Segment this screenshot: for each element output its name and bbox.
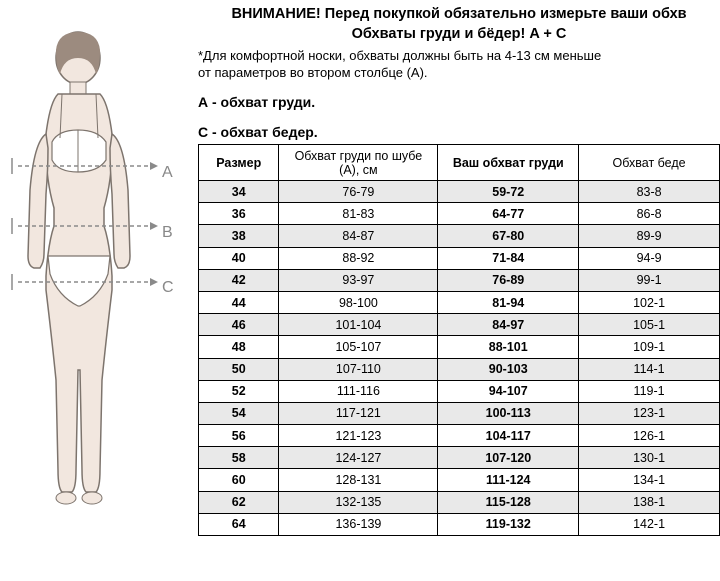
col-hip: Обхват беде bbox=[579, 145, 720, 181]
table-cell: 119-1 bbox=[579, 380, 720, 402]
table-cell: 81-94 bbox=[438, 291, 579, 313]
section-c-heading: С - обхват бедер. bbox=[198, 124, 720, 140]
table-cell: 115-128 bbox=[438, 491, 579, 513]
table-row: 62132-135115-128138-1 bbox=[199, 491, 720, 513]
table-cell: 56 bbox=[199, 425, 279, 447]
table-cell: 117-121 bbox=[279, 402, 438, 424]
note-line-2: от параметров во втором столбце (А). bbox=[198, 65, 720, 80]
table-row: 4088-9271-8494-9 bbox=[199, 247, 720, 269]
table-row: 64136-139119-132142-1 bbox=[199, 513, 720, 535]
table-cell: 64 bbox=[199, 513, 279, 535]
table-cell: 62 bbox=[199, 491, 279, 513]
table-row: 48105-10788-101109-1 bbox=[199, 336, 720, 358]
table-row: 56121-123104-117126-1 bbox=[199, 425, 720, 447]
col-bust-coat: Обхват груди по шубе (А), см bbox=[279, 145, 438, 181]
marker-c: C bbox=[162, 279, 174, 297]
table-cell: 40 bbox=[199, 247, 279, 269]
table-cell: 100-113 bbox=[438, 402, 579, 424]
table-cell: 94-9 bbox=[579, 247, 720, 269]
note-line-1: *Для комфортной носки, обхваты должны бы… bbox=[198, 48, 720, 63]
table-cell: 76-89 bbox=[438, 269, 579, 291]
table-cell: 46 bbox=[199, 314, 279, 336]
col-your-bust: Ваш обхват груди bbox=[438, 145, 579, 181]
table-row: 54117-121100-113123-1 bbox=[199, 402, 720, 424]
table-cell: 48 bbox=[199, 336, 279, 358]
table-cell: 83-8 bbox=[579, 181, 720, 203]
table-row: 3681-8364-7786-8 bbox=[199, 203, 720, 225]
table-cell: 107-110 bbox=[279, 358, 438, 380]
table-cell: 124-127 bbox=[279, 447, 438, 469]
table-row: 58124-127107-120130-1 bbox=[199, 447, 720, 469]
table-cell: 101-104 bbox=[279, 314, 438, 336]
table-cell: 132-135 bbox=[279, 491, 438, 513]
table-row: 4498-10081-94102-1 bbox=[199, 291, 720, 313]
table-cell: 88-101 bbox=[438, 336, 579, 358]
content-area: ВНИМАНИЕ! Перед покупкой обязательно изм… bbox=[190, 0, 720, 581]
table-cell: 94-107 bbox=[438, 380, 579, 402]
section-a-heading: А - обхват груди. bbox=[198, 94, 720, 110]
table-cell: 52 bbox=[199, 380, 279, 402]
measurement-figure: A B C bbox=[0, 0, 190, 581]
table-row: 46101-10484-97105-1 bbox=[199, 314, 720, 336]
table-row: 52111-11694-107119-1 bbox=[199, 380, 720, 402]
table-cell: 107-120 bbox=[438, 447, 579, 469]
marker-a: A bbox=[162, 164, 173, 182]
table-cell: 128-131 bbox=[279, 469, 438, 491]
table-cell: 142-1 bbox=[579, 513, 720, 535]
table-cell: 105-107 bbox=[279, 336, 438, 358]
table-row: 3476-7959-7283-8 bbox=[199, 181, 720, 203]
table-cell: 76-79 bbox=[279, 181, 438, 203]
table-cell: 64-77 bbox=[438, 203, 579, 225]
table-cell: 59-72 bbox=[438, 181, 579, 203]
table-row: 4293-9776-8999-1 bbox=[199, 269, 720, 291]
table-cell: 99-1 bbox=[579, 269, 720, 291]
table-cell: 81-83 bbox=[279, 203, 438, 225]
warning-title: ВНИМАНИЕ! Перед покупкой обязательно изм… bbox=[198, 6, 720, 22]
marker-b: B bbox=[162, 224, 173, 242]
size-table: Размер Обхват груди по шубе (А), см Ваш … bbox=[198, 144, 720, 536]
table-cell: 50 bbox=[199, 358, 279, 380]
table-cell: 111-116 bbox=[279, 380, 438, 402]
table-cell: 84-97 bbox=[438, 314, 579, 336]
table-cell: 105-1 bbox=[579, 314, 720, 336]
table-cell: 130-1 bbox=[579, 447, 720, 469]
table-row: 50107-11090-103114-1 bbox=[199, 358, 720, 380]
table-cell: 54 bbox=[199, 402, 279, 424]
table-cell: 71-84 bbox=[438, 247, 579, 269]
table-cell: 104-117 bbox=[438, 425, 579, 447]
table-cell: 90-103 bbox=[438, 358, 579, 380]
table-cell: 67-80 bbox=[438, 225, 579, 247]
table-cell: 93-97 bbox=[279, 269, 438, 291]
table-cell: 102-1 bbox=[579, 291, 720, 313]
table-body: 3476-7959-7283-83681-8364-7786-83884-876… bbox=[199, 181, 720, 536]
table-row: 3884-8767-8089-9 bbox=[199, 225, 720, 247]
table-cell: 44 bbox=[199, 291, 279, 313]
table-cell: 121-123 bbox=[279, 425, 438, 447]
table-cell: 34 bbox=[199, 181, 279, 203]
table-cell: 114-1 bbox=[579, 358, 720, 380]
table-cell: 126-1 bbox=[579, 425, 720, 447]
table-cell: 111-124 bbox=[438, 469, 579, 491]
table-cell: 119-132 bbox=[438, 513, 579, 535]
table-row: 60128-131111-124134-1 bbox=[199, 469, 720, 491]
table-cell: 98-100 bbox=[279, 291, 438, 313]
table-cell: 134-1 bbox=[579, 469, 720, 491]
table-cell: 138-1 bbox=[579, 491, 720, 513]
subtitle: Обхваты груди и бёдер! A + C bbox=[198, 26, 720, 42]
table-cell: 36 bbox=[199, 203, 279, 225]
col-size: Размер bbox=[199, 145, 279, 181]
table-cell: 60 bbox=[199, 469, 279, 491]
table-cell: 84-87 bbox=[279, 225, 438, 247]
table-cell: 86-8 bbox=[579, 203, 720, 225]
table-header-row: Размер Обхват груди по шубе (А), см Ваш … bbox=[199, 145, 720, 181]
table-cell: 109-1 bbox=[579, 336, 720, 358]
table-cell: 88-92 bbox=[279, 247, 438, 269]
table-cell: 38 bbox=[199, 225, 279, 247]
table-cell: 136-139 bbox=[279, 513, 438, 535]
table-cell: 58 bbox=[199, 447, 279, 469]
table-cell: 123-1 bbox=[579, 402, 720, 424]
table-cell: 42 bbox=[199, 269, 279, 291]
table-cell: 89-9 bbox=[579, 225, 720, 247]
